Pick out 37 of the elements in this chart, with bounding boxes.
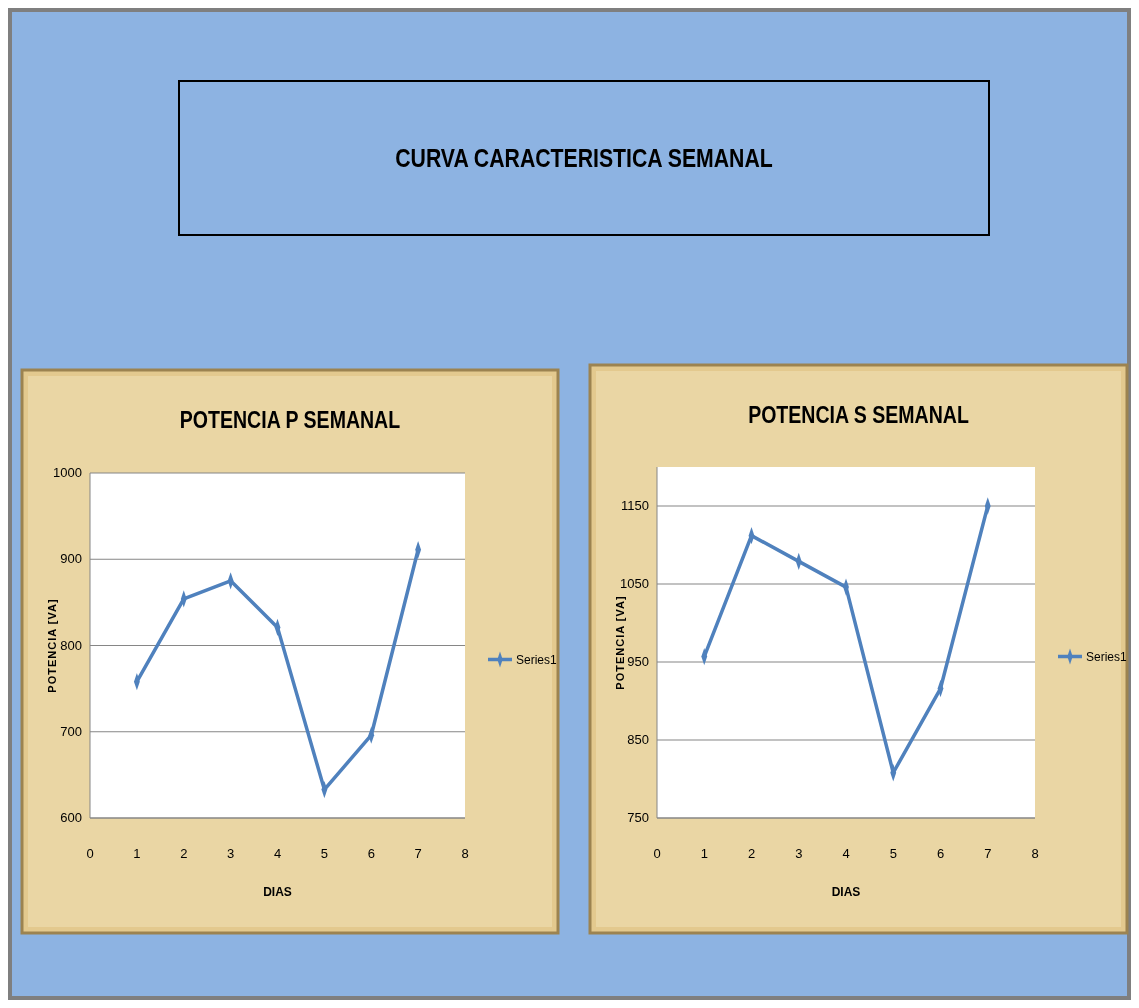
x-tick-label: 4 — [273, 846, 282, 861]
legend-label: Series1 — [1086, 649, 1128, 664]
chart-title: POTENCIA P SEMANAL — [179, 407, 401, 434]
x-tick-label: 8 — [1031, 846, 1039, 861]
chart-title: POTENCIA S SEMANAL — [748, 402, 969, 429]
y-tick-label: 750 — [627, 810, 649, 825]
x-tick-label: 5 — [889, 846, 897, 861]
x-tick-label: 1 — [700, 846, 708, 861]
y-axis-title: POTENCIA [VA] — [46, 598, 58, 693]
x-tick-label: 1 — [133, 846, 141, 861]
y-tick-label: 600 — [60, 810, 82, 825]
y-axis-title: POTENCIA [VA] — [614, 595, 626, 690]
y-tick-label: 800 — [60, 637, 82, 653]
y-tick-label: 900 — [60, 551, 82, 567]
y-tick-label: 950 — [627, 654, 649, 669]
text: CURVA CARACTERISTICA SEMANAL — [395, 144, 773, 173]
y-tick-label: 1000 — [53, 465, 82, 480]
legend-label: Series1 — [516, 652, 558, 667]
x-tick-label: 6 — [936, 846, 945, 861]
y-tick-label: 700 — [60, 723, 82, 739]
y-tick-label: 1050 — [620, 576, 649, 591]
x-tick-label: 2 — [747, 846, 756, 861]
x-tick-label: 7 — [984, 846, 992, 861]
x-tick-label: 0 — [653, 846, 661, 861]
x-tick-label: 8 — [461, 846, 469, 861]
x-tick-label: 4 — [842, 846, 850, 861]
x-tick-label: 7 — [414, 846, 422, 861]
y-tick-label: 850 — [627, 732, 649, 747]
x-axis-title: DIAS — [831, 885, 861, 899]
x-tick-label: 0 — [86, 846, 94, 861]
x-tick-label: 6 — [367, 846, 375, 861]
x-tick-label: 2 — [180, 846, 188, 861]
x-axis-title: DIAS — [263, 885, 292, 899]
y-tick-label: 1150 — [621, 498, 649, 513]
x-tick-label: 3 — [795, 846, 803, 861]
x-tick-label: 5 — [320, 846, 328, 861]
x-tick-label: 3 — [227, 846, 235, 861]
